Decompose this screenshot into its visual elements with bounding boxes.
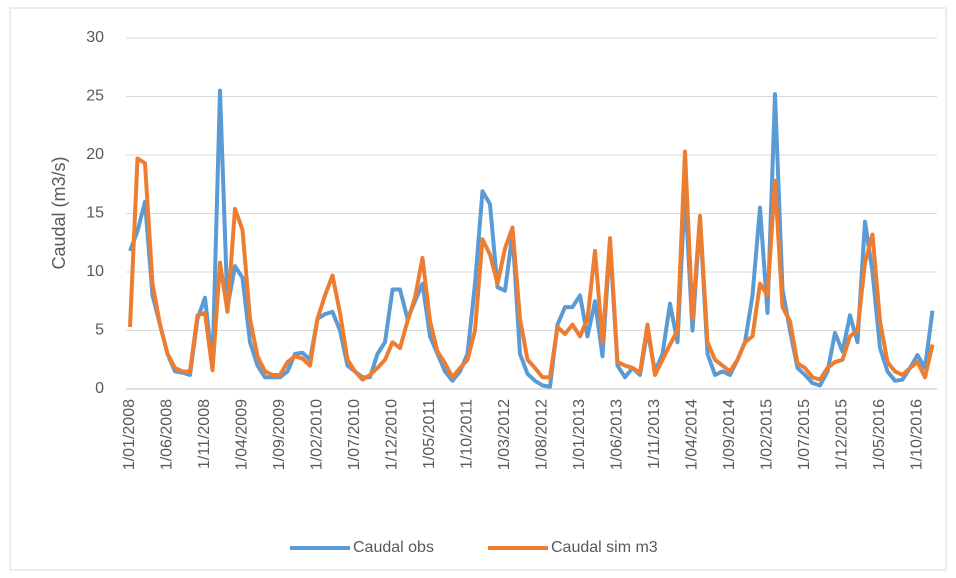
legend-label: Caudal sim m3 <box>551 539 658 556</box>
x-tick-label: 1/05/2016 <box>871 399 888 470</box>
x-tick-label: 1/05/2011 <box>421 399 438 469</box>
x-tick-label: 1/09/2009 <box>271 399 288 470</box>
y-tick-label: 10 <box>86 263 104 280</box>
x-tick-label: 1/06/2008 <box>159 399 176 470</box>
x-tick-label: 1/08/2012 <box>534 399 551 470</box>
legend-label: Caudal obs <box>353 539 434 556</box>
x-tick-label: 1/07/2015 <box>796 399 813 470</box>
x-tick-label: 1/12/2015 <box>834 399 851 470</box>
x-tick-label: 1/07/2010 <box>346 399 363 470</box>
y-tick-label: 5 <box>95 322 104 339</box>
y-tick-label: 0 <box>95 380 104 397</box>
x-tick-label: 1/06/2013 <box>609 399 626 470</box>
x-tick-label: 1/01/2008 <box>121 399 138 470</box>
x-tick-label: 1/11/2008 <box>196 399 213 469</box>
x-tick-label: 1/10/2016 <box>909 399 926 470</box>
series-line <box>128 88 935 389</box>
y-tick-label: 30 <box>86 29 104 46</box>
x-tick-label: 1/04/2009 <box>234 399 251 470</box>
y-tick-label: 25 <box>86 88 104 105</box>
x-tick-label: 1/11/2013 <box>646 399 663 469</box>
x-tick-label: 1/03/2012 <box>496 399 513 470</box>
x-tick-label: 1/10/2011 <box>459 399 476 469</box>
y-tick-label: 20 <box>86 146 104 163</box>
x-tick-label: 1/09/2014 <box>721 399 738 470</box>
x-tick-label: 1/02/2015 <box>759 399 776 470</box>
x-tick-label: 1/01/2013 <box>571 399 588 470</box>
series-line <box>128 149 935 382</box>
y-tick-label: 15 <box>86 205 104 222</box>
x-tick-label: 1/02/2010 <box>309 399 326 470</box>
x-tick-label: 1/12/2010 <box>384 399 401 470</box>
x-tick-label: 1/04/2014 <box>684 399 701 470</box>
y-axis-label: Caudal (m3/s) <box>49 156 69 269</box>
